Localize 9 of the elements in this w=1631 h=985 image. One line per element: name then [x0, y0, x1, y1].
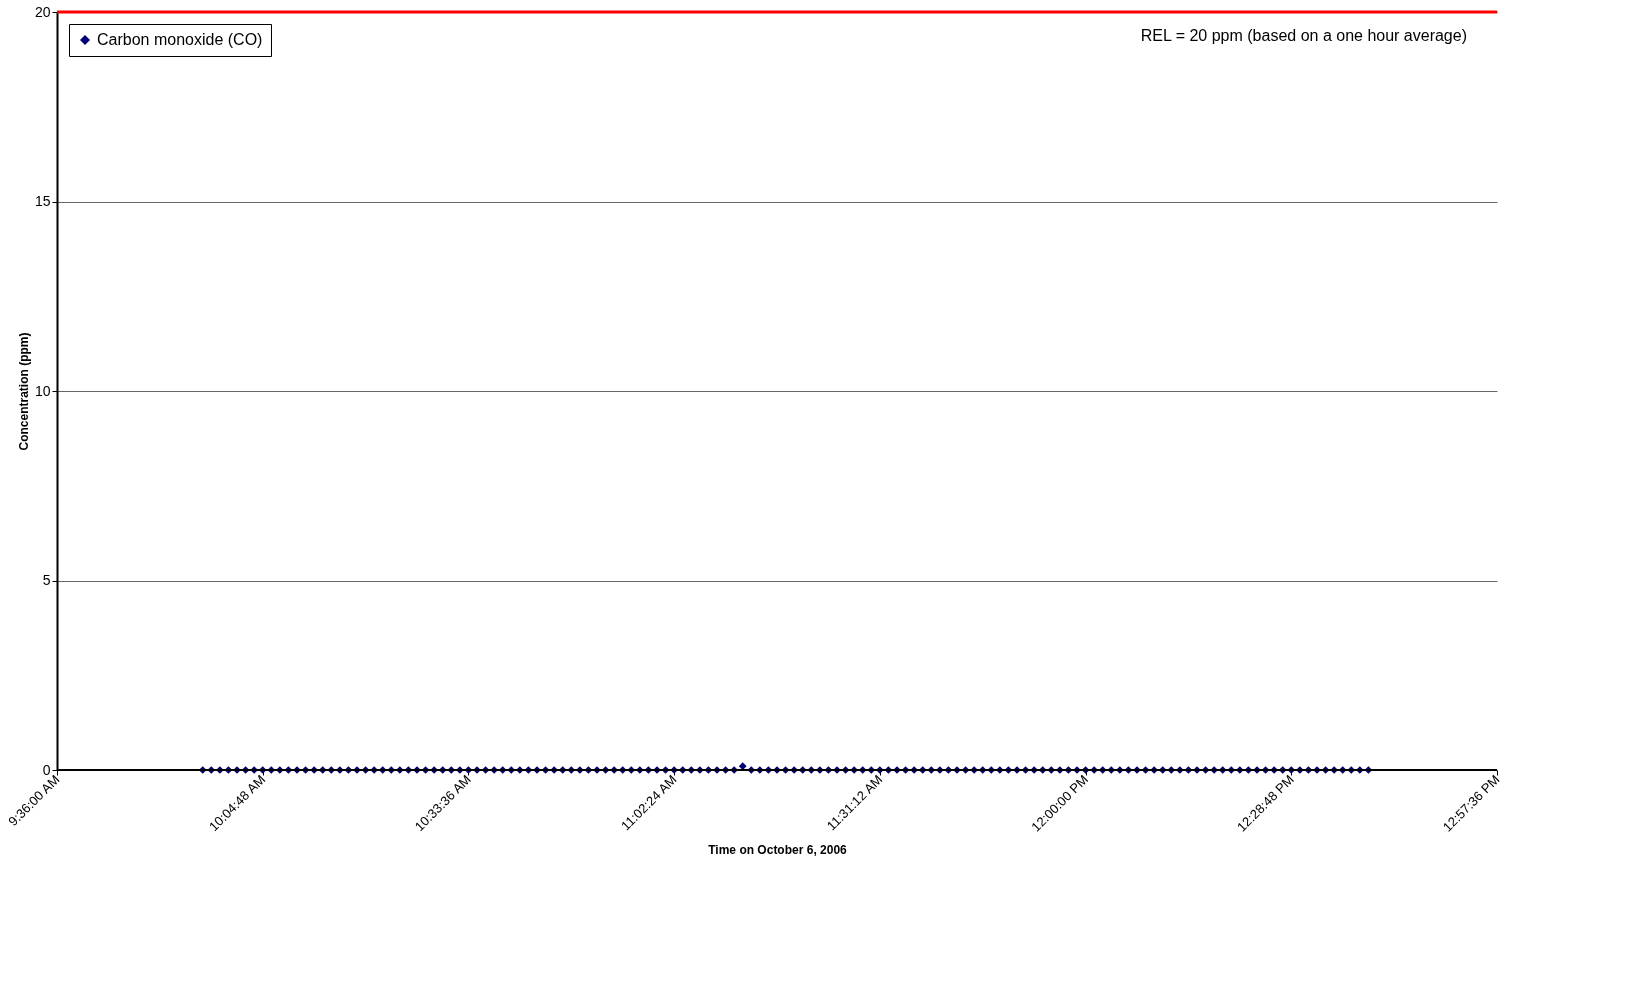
y-tick-label: 5 — [42, 572, 51, 588]
y-tick-label: 15 — [34, 193, 51, 209]
y-tick-label: 0 — [42, 761, 51, 778]
x-axis-title: Time on October 6, 2006 — [708, 842, 848, 857]
y-tick-label: 20 — [34, 3, 51, 20]
ref-line-label: REL = 20 ppm (based on a one hour average) — [1140, 27, 1467, 44]
y-axis-title: Concentration (ppm) — [16, 332, 31, 451]
y-tick-label: 10 — [34, 382, 51, 399]
legend-label: Carbon monoxide (CO) — [97, 31, 263, 48]
